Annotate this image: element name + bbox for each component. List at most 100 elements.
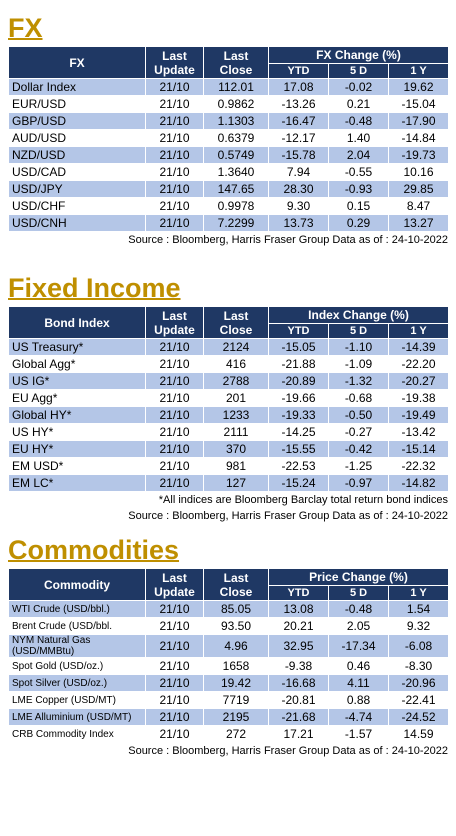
- table-cell: -19.66: [268, 389, 329, 407]
- table-cell: -15.55: [268, 440, 329, 458]
- table-cell: USD/JPY: [8, 180, 146, 198]
- table-cell: -21.68: [268, 708, 329, 726]
- table-cell: 2788: [203, 372, 269, 390]
- data-table: Bond Index Last Update Last Close Index Cha…: [8, 306, 450, 492]
- table-cell: -0.50: [328, 406, 389, 424]
- table-cell: -0.48: [328, 600, 389, 618]
- table-cell: -14.82: [387, 474, 450, 492]
- table-cell: 21/10: [145, 338, 204, 356]
- table-cell: 21/10: [145, 389, 204, 407]
- section-title: FX: [8, 13, 43, 43]
- header-cell: YTD: [268, 63, 329, 79]
- table-cell: USD/CHF: [8, 197, 146, 215]
- table-cell: 21/10: [145, 691, 204, 709]
- table-cell: -6.08: [387, 634, 450, 658]
- table-cell: 29.85: [388, 180, 449, 198]
- table-cell: 21/10: [145, 725, 204, 743]
- table-cell: 2195: [203, 708, 269, 726]
- table-cell: -21.88: [268, 355, 329, 373]
- table-cell: -15.14: [387, 440, 450, 458]
- table-cell: -17.34: [328, 634, 389, 658]
- table-cell: 1658: [203, 657, 269, 675]
- table-cell: 1.40: [328, 129, 389, 147]
- header-cell: Bond Index: [8, 306, 146, 339]
- table-cell: 19.62: [388, 78, 449, 96]
- table-cell: -14.25: [268, 423, 329, 441]
- table-cell: -19.73: [388, 146, 449, 164]
- header-row: Bond Index Last Update Last Close Index Cha…: [8, 306, 450, 339]
- table-cell: -13.26: [268, 95, 329, 113]
- header-cell: 1 Y: [387, 585, 450, 601]
- table-cell: US IG*: [8, 372, 146, 390]
- table-cell: NYM Natural Gas (USD/MMBtu): [8, 634, 146, 658]
- table-cell: 21/10: [145, 657, 204, 675]
- table-cell: 1.3640: [203, 163, 269, 181]
- header-cell: 5 D: [328, 63, 389, 79]
- table-cell: -19.33: [268, 406, 329, 424]
- table-row: AUD/USD 21/10 0.6379 -12.17 1.40 -14.84: [8, 129, 449, 147]
- table-cell: -1.10: [328, 338, 389, 356]
- table-cell: 4.11: [328, 674, 389, 692]
- table-cell: -16.47: [268, 112, 329, 130]
- table-cell: -15.04: [388, 95, 449, 113]
- header-row: Commodity Last Update Last Close Price Chan…: [8, 568, 450, 601]
- table-cell: 1233: [203, 406, 269, 424]
- page: FX FX Last Update Last Close FX Change (%) YT…: [0, 10, 456, 836]
- table-cell: NZD/USD: [8, 146, 146, 164]
- table-cell: 7.94: [268, 163, 329, 181]
- table-cell: 93.50: [203, 617, 269, 635]
- table-cell: US Treasury*: [8, 338, 146, 356]
- table-cell: 112.01: [203, 78, 269, 96]
- table-cell: 8.47: [388, 197, 449, 215]
- table-cell: -20.81: [268, 691, 329, 709]
- table-cell: 127: [203, 474, 269, 492]
- table-cell: -12.17: [268, 129, 329, 147]
- header-cell: Commodity: [8, 568, 146, 601]
- table-row: Dollar Index 21/10 112.01 17.08 -0.02 19.62: [8, 78, 449, 96]
- table-cell: -13.42: [387, 423, 450, 441]
- section: Commodities Commodity Last Update Last Clos…: [0, 532, 456, 759]
- table-cell: 21/10: [145, 197, 204, 215]
- table-cell: 2.04: [328, 146, 389, 164]
- table-cell: EU Agg*: [8, 389, 146, 407]
- table-cell: 0.6379: [203, 129, 269, 147]
- table-cell: 21/10: [145, 600, 204, 618]
- table-cell: -1.25: [328, 457, 389, 475]
- table-cell: 21/10: [145, 617, 204, 635]
- section: FX FX Last Update Last Close FX Change (%) YT…: [0, 10, 456, 248]
- header-cell: Last Update: [145, 306, 204, 339]
- table-cell: EU HY*: [8, 440, 146, 458]
- table-cell: WTI Crude (USD/bbl.): [8, 600, 146, 618]
- table-cell: -15.78: [268, 146, 329, 164]
- content: FX FX Last Update Last Close FX Change (%) YT…: [0, 10, 456, 759]
- table-cell: 0.9978: [203, 197, 269, 215]
- table-cell: 201: [203, 389, 269, 407]
- table-cell: -0.68: [328, 389, 389, 407]
- header-row: FX Last Update Last Close FX Change (%): [8, 46, 449, 79]
- table-cell: USD/CNH: [8, 214, 146, 232]
- table-cell: -1.32: [328, 372, 389, 390]
- table-cell: -0.93: [328, 180, 389, 198]
- table-cell: 21/10: [145, 474, 204, 492]
- table-row: WTI Crude (USD/bbl.) 21/10 85.05 13.08 -0.48…: [8, 600, 450, 618]
- table-cell: 21/10: [145, 674, 204, 692]
- table-cell: -20.96: [387, 674, 450, 692]
- table-row: Global HY* 21/10 1233 -19.33 -0.50 -19.49: [8, 406, 450, 424]
- table-row: Spot Silver (USD/oz.) 21/10 19.42 -16.68 4.1…: [8, 674, 450, 692]
- header-cell: YTD: [268, 323, 329, 339]
- table-cell: 4.96: [203, 634, 269, 658]
- data-table: Commodity Last Update Last Close Price Chan…: [8, 568, 450, 743]
- table-cell: GBP/USD: [8, 112, 146, 130]
- table-cell: Global Agg*: [8, 355, 146, 373]
- table-cell: 272: [203, 725, 269, 743]
- table-cell: 21/10: [145, 355, 204, 373]
- table-cell: 17.08: [268, 78, 329, 96]
- table-cell: 370: [203, 440, 269, 458]
- table-cell: AUD/USD: [8, 129, 146, 147]
- table-cell: 17.21: [268, 725, 329, 743]
- table-cell: 1.1303: [203, 112, 269, 130]
- table-cell: 21/10: [145, 146, 204, 164]
- table-cell: -19.49: [387, 406, 450, 424]
- table-cell: -14.39: [387, 338, 450, 356]
